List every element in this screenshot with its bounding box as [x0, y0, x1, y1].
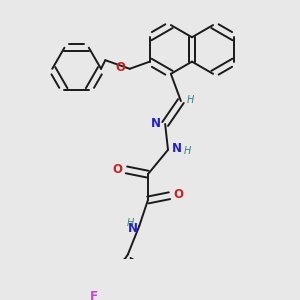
Text: N: N: [151, 117, 161, 130]
Text: O: O: [112, 163, 122, 176]
Text: H: H: [187, 94, 195, 105]
Text: N: N: [128, 222, 138, 235]
Text: H: H: [184, 146, 191, 156]
Text: H: H: [127, 218, 134, 228]
Text: O: O: [174, 188, 184, 201]
Text: F: F: [90, 290, 98, 300]
Text: O: O: [116, 61, 125, 74]
Text: N: N: [172, 142, 182, 155]
